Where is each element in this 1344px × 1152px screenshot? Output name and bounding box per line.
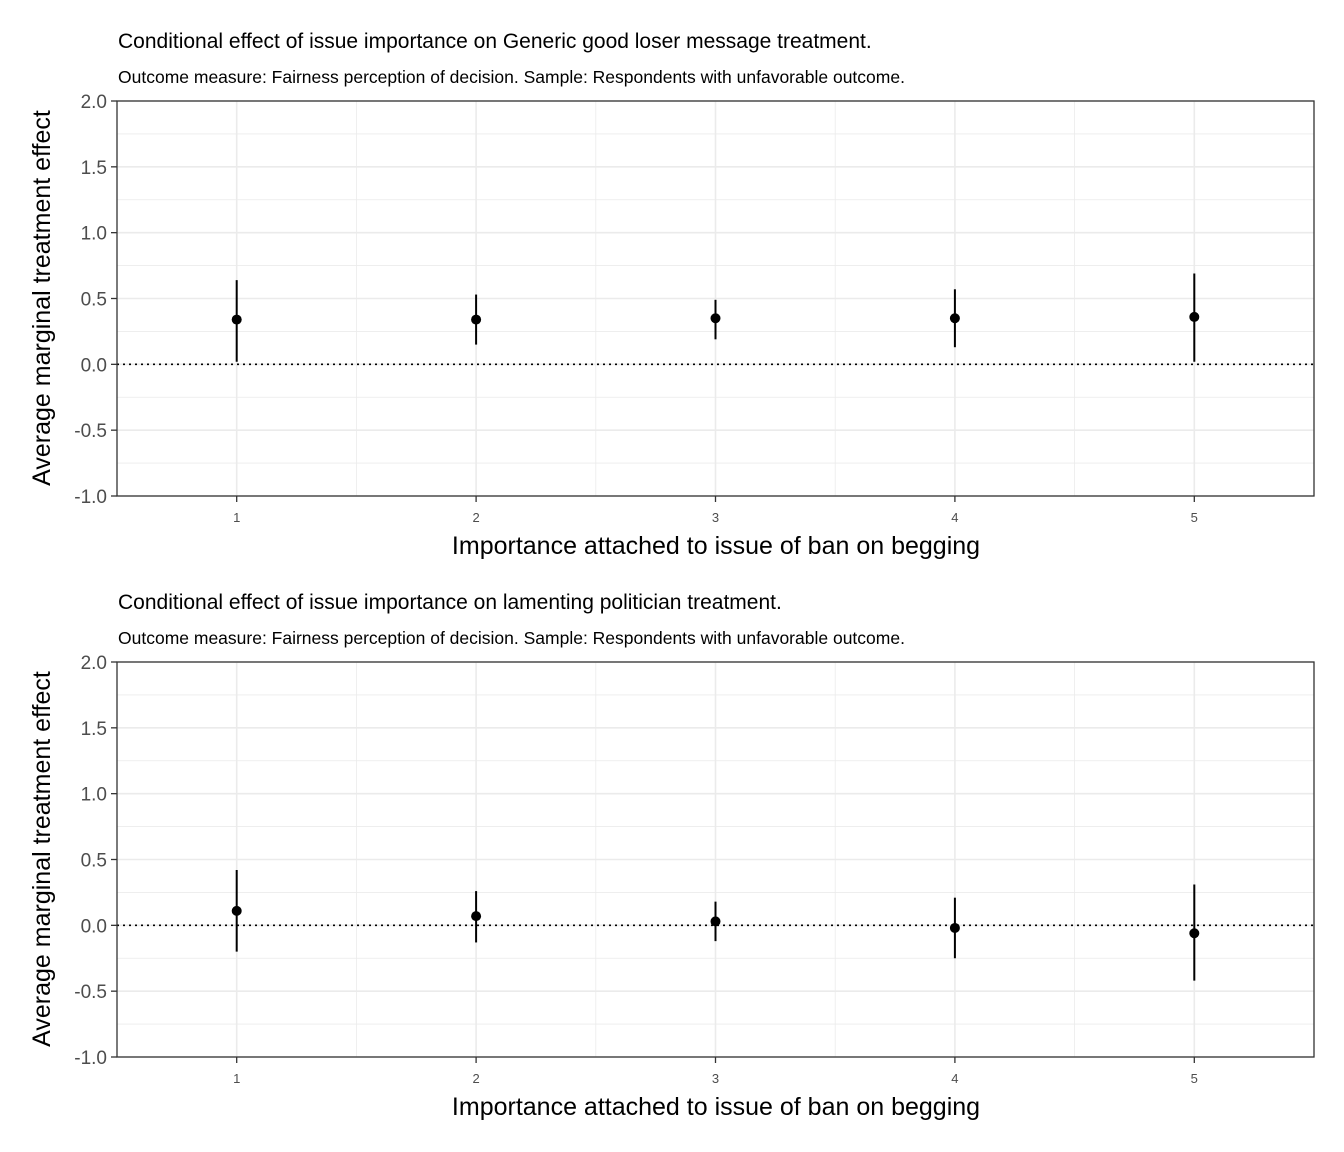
point-estimate: [471, 911, 482, 922]
chart-panel-2: Conditional effect of issue importance o…: [28, 591, 1315, 1121]
data-marks: [231, 273, 1200, 362]
point-estimate: [1189, 311, 1200, 322]
x-tick-label: 4: [951, 1071, 958, 1086]
y-tick-label: -1.0: [74, 1048, 107, 1069]
x-tick-label: 1: [233, 1071, 240, 1086]
y-tick-label: 0.5: [81, 851, 107, 872]
y-tick-label: 2.0: [81, 653, 107, 674]
y-axis-ticks: -1.0 -0.5 0.0 0.5 1.0 1.5 2.0: [74, 653, 117, 1069]
point-estimate: [231, 314, 242, 325]
y-axis-title: Average marginal treatment effect: [28, 671, 56, 1047]
chart-panel-1: Conditional effect of issue importance o…: [28, 30, 1315, 560]
x-axis-title: Importance attached to issue of ban on b…: [452, 532, 980, 560]
y-tick-label: 0.0: [81, 355, 107, 376]
data-marks: [231, 870, 1200, 981]
point-estimate: [471, 314, 482, 325]
x-tick-label: 3: [712, 1071, 719, 1086]
y-tick-label: 2.0: [81, 92, 107, 113]
y-tick-label: 1.5: [81, 158, 107, 179]
point-estimate: [949, 922, 960, 933]
point-estimate: [710, 916, 721, 927]
y-tick-label: 0.5: [81, 290, 107, 311]
point-estimate: [1189, 928, 1200, 939]
x-tick-label: 5: [1191, 1071, 1198, 1086]
point-estimate: [949, 313, 960, 324]
y-axis-title: Average marginal treatment effect: [28, 110, 56, 486]
y-tick-label: 1.0: [81, 224, 107, 245]
y-tick-label: 1.5: [81, 719, 107, 740]
x-axis-title: Importance attached to issue of ban on b…: [452, 1093, 980, 1121]
x-tick-label: 5: [1191, 510, 1198, 525]
chart-title: Conditional effect of issue importance o…: [118, 30, 872, 53]
y-tick-label: 1.0: [81, 785, 107, 806]
x-tick-label: 1: [233, 510, 240, 525]
y-tick-label: -1.0: [74, 487, 107, 508]
y-tick-label: -0.5: [74, 982, 107, 1003]
chart-subtitle: Outcome measure: Fairness perception of …: [118, 67, 905, 87]
y-axis-ticks: -1.0 -0.5 0.0 0.5 1.0 1.5 2.0: [74, 92, 117, 508]
x-axis-ticks: 1 2 3 4 5: [233, 1057, 1198, 1086]
x-axis-ticks: 1 2 3 4 5: [233, 496, 1198, 525]
y-tick-label: 0.0: [81, 916, 107, 937]
point-estimate: [710, 313, 721, 324]
x-tick-label: 2: [472, 510, 479, 525]
y-tick-label: -0.5: [74, 421, 107, 442]
x-tick-label: 3: [712, 510, 719, 525]
point-estimate: [231, 905, 242, 916]
x-tick-label: 4: [951, 510, 958, 525]
x-tick-label: 2: [472, 1071, 479, 1086]
chart-subtitle: Outcome measure: Fairness perception of …: [118, 628, 905, 648]
chart-title: Conditional effect of issue importance o…: [118, 591, 782, 614]
